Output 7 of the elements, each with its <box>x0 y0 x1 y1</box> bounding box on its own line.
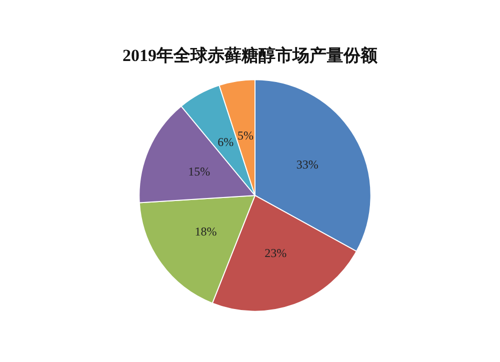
data-label: 23% <box>264 246 287 260</box>
data-label: 6% <box>218 135 234 150</box>
data-label: 18% <box>194 224 217 238</box>
data-label: 5% <box>237 128 254 142</box>
data-label: 33% <box>296 157 318 172</box>
data-label: 15% <box>188 164 210 178</box>
chart-title: 2019年全球赤藓糖醇市场产量份额 <box>122 46 378 65</box>
